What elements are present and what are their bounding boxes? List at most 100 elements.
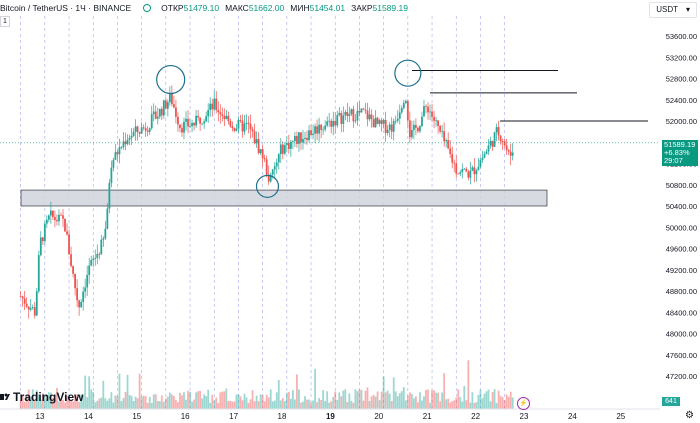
candle-body xyxy=(378,120,381,124)
tradingview-logo[interactable]: TradingView xyxy=(0,390,83,404)
candle-countdown: 29:07 xyxy=(664,156,683,165)
volume-bar xyxy=(100,397,103,409)
candle-body xyxy=(219,112,222,115)
candle-body xyxy=(495,127,498,133)
volume-bar xyxy=(251,390,254,409)
candle-body xyxy=(386,129,389,133)
volume-bar xyxy=(209,402,212,409)
volume-bar xyxy=(386,390,389,409)
candle-body xyxy=(459,172,462,174)
candle-body xyxy=(207,109,210,117)
volume-bar xyxy=(39,399,42,409)
candle-body xyxy=(412,124,415,131)
volume-bar xyxy=(249,399,252,409)
candle-body xyxy=(431,111,433,117)
volume-bar xyxy=(37,394,40,409)
volume-bar xyxy=(29,397,32,409)
gear-icon[interactable]: ⚙ xyxy=(685,410,694,421)
candle-body xyxy=(376,117,379,124)
candle-body xyxy=(487,145,490,152)
support-zone-rectangle[interactable] xyxy=(20,189,548,207)
volume-bar xyxy=(358,389,361,409)
volume-bar xyxy=(148,396,151,409)
candle-body xyxy=(245,122,248,124)
candle-body xyxy=(33,307,36,316)
volume-bar xyxy=(364,390,367,409)
candle-body xyxy=(497,127,500,136)
candle-body xyxy=(392,121,395,132)
candle-body xyxy=(209,103,212,110)
volume-bar xyxy=(352,402,355,409)
volume-bar xyxy=(435,392,437,409)
candle-body xyxy=(39,237,42,256)
candle-body xyxy=(253,131,256,144)
volume-bar xyxy=(273,400,276,409)
candle-body xyxy=(332,120,335,127)
volume-bar xyxy=(215,397,218,409)
lightning-icon[interactable]: ⚡ xyxy=(517,397,530,410)
volume-bar xyxy=(340,396,343,409)
highlight-circle[interactable] xyxy=(255,174,280,198)
candle-body xyxy=(509,151,512,156)
volume-bar xyxy=(499,395,502,409)
y-tick-label: 48800.00 xyxy=(666,287,697,296)
candle-body xyxy=(408,120,411,138)
volume-bar xyxy=(356,391,359,409)
candle-body xyxy=(477,166,480,171)
candle-body xyxy=(47,215,50,220)
highlight-circle[interactable] xyxy=(394,59,422,87)
candle-body xyxy=(473,167,476,175)
volume-bar xyxy=(82,395,85,409)
volume-bar xyxy=(257,401,260,409)
interval-badge[interactable]: 1 xyxy=(0,16,10,27)
candle-body xyxy=(358,110,361,113)
volume-bar xyxy=(421,400,423,409)
x-tick-label: 14 xyxy=(84,412,93,421)
candle-body xyxy=(328,120,331,122)
volume-bar xyxy=(261,395,264,409)
volume-bar xyxy=(289,398,292,409)
volume-bar xyxy=(58,401,60,409)
candle-body xyxy=(154,111,157,119)
volume-bar xyxy=(465,400,468,409)
candle-body xyxy=(336,115,339,126)
candle-body xyxy=(471,167,474,171)
volume-bar xyxy=(122,398,125,409)
volume-bar xyxy=(314,368,316,409)
volume-bar xyxy=(205,396,208,409)
price-axis[interactable] xyxy=(660,16,700,409)
volume-bar xyxy=(493,389,496,409)
volume-bar xyxy=(437,392,439,409)
highlight-circle[interactable] xyxy=(156,64,186,95)
volume-bar xyxy=(507,396,510,409)
candle-body xyxy=(173,104,175,108)
candle-body xyxy=(86,274,89,288)
volume-bar xyxy=(481,398,484,409)
volume-bar xyxy=(497,390,500,409)
candle-body xyxy=(62,215,64,219)
candle-body xyxy=(441,131,444,132)
low-value: 51454.01 xyxy=(309,3,346,13)
candle-body xyxy=(312,133,314,135)
symbol-label[interactable]: Bitcoin / TetherUS · 1Ч · BINANCE xyxy=(0,3,132,13)
volume-bar xyxy=(104,398,107,409)
candle-body xyxy=(193,122,195,126)
candle-body xyxy=(398,112,401,119)
candle-body xyxy=(439,125,442,132)
volume-bar xyxy=(312,400,314,409)
candle-body xyxy=(179,124,181,129)
volume-bar xyxy=(310,402,312,409)
currency-selector[interactable]: USDT ▾ xyxy=(649,2,697,18)
volume-bar xyxy=(419,392,421,409)
candle-body xyxy=(257,139,260,154)
candle-body xyxy=(76,288,79,301)
candle-body xyxy=(324,125,327,130)
volume-bar xyxy=(308,399,310,409)
candle-body xyxy=(314,126,316,134)
volume-bar xyxy=(160,395,163,409)
candle-body xyxy=(185,118,187,122)
candle-body xyxy=(132,131,135,137)
candle-body xyxy=(203,121,206,124)
volume-bar xyxy=(86,397,89,409)
